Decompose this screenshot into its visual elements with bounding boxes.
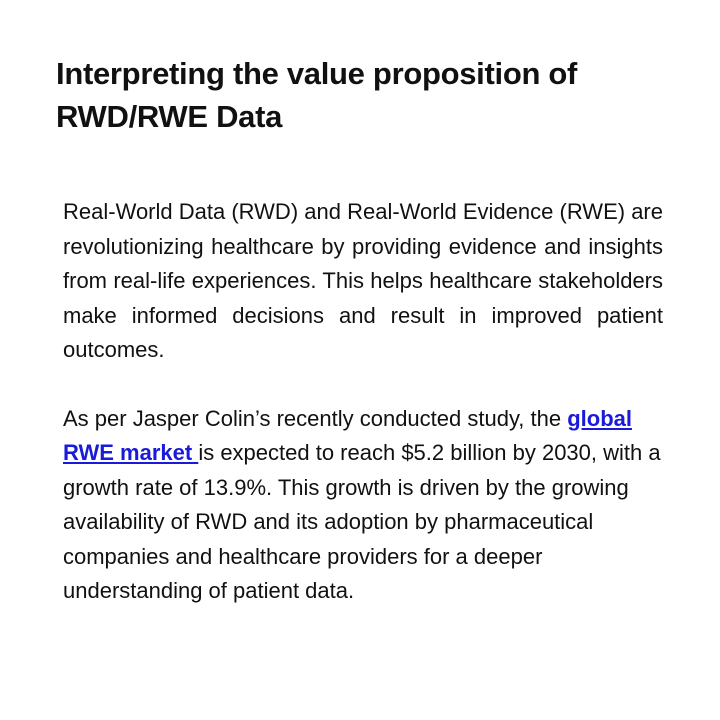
slide-title: Interpreting the value proposition of RW… [56, 56, 578, 134]
market-paragraph: As per Jasper Colin’s recently conducted… [63, 402, 663, 609]
market-paragraph-lead: As per Jasper Colin’s recently conducted… [63, 405, 568, 431]
market-paragraph-rest: is expected to reach $5.2 billion by 203… [63, 440, 661, 603]
global-rwe-market-link[interactable]: global RWE market [63, 405, 633, 466]
slide-body: Real-World Data (RWD) and Real-World Evi… [63, 195, 663, 609]
intro-paragraph: Real-World Data (RWD) and Real-World Evi… [63, 199, 663, 362]
